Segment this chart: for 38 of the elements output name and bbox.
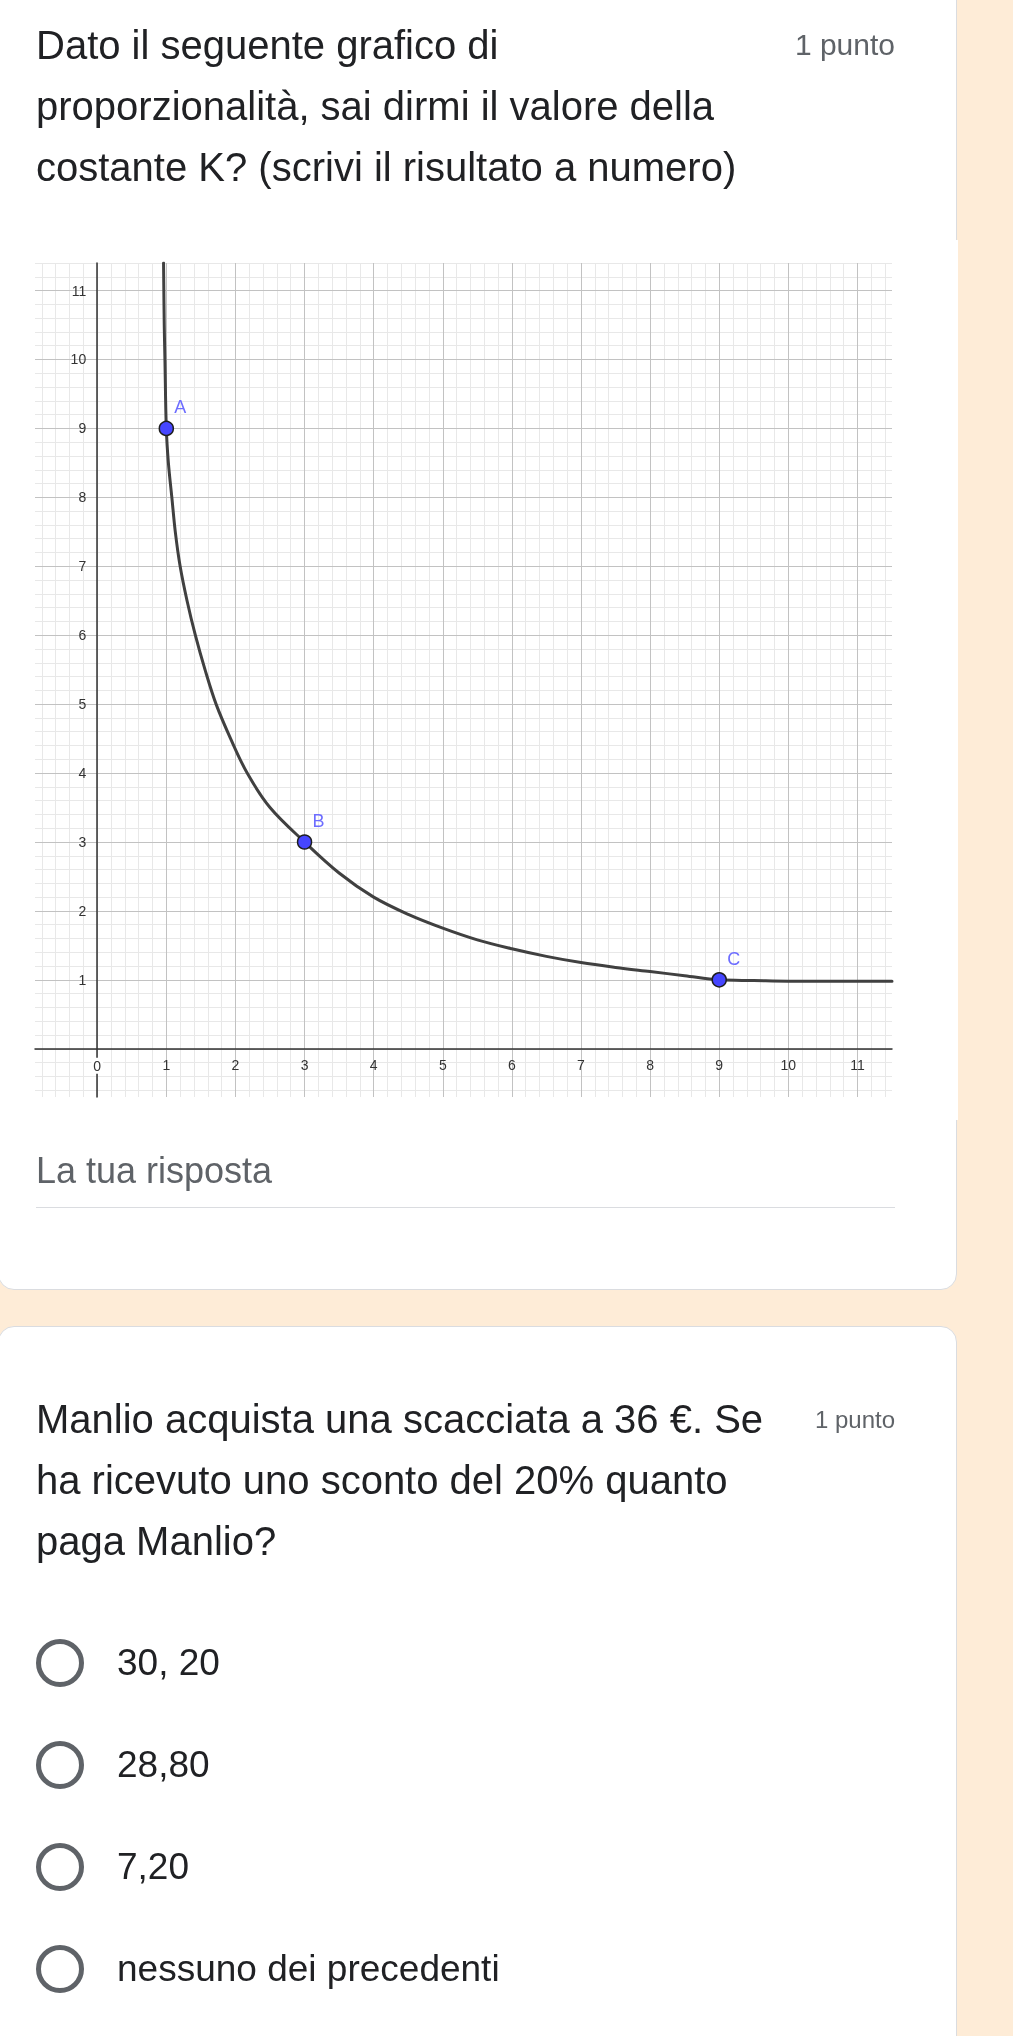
text: 1 punto — [793, 28, 895, 62]
text: 7,20 — [117, 1845, 190, 1889]
chart-title: Dato il seguente grafico di proporzionalità, sai dirmi il valore della costante K? (scrivi il risultato a numero) — [36, 22, 738, 191]
text: 1 punto — [813, 1406, 895, 1434]
text-input: La tua risposta — [36, 1146, 895, 1208]
text: Manlio acquista una scacciata a 36 €. Se ha ricevuto uno sconto del 20% quanto paga Manlio? — [36, 1396, 765, 1565]
y-tick-label: 3 — [78, 833, 87, 850]
x-tick-label: 7 — [577, 1056, 586, 1073]
text: 28,80 — [117, 1743, 210, 1787]
x-tick-label: 1 — [162, 1056, 171, 1073]
text: 30, 20 — [117, 1641, 220, 1685]
x-tick-label: 11 — [850, 1056, 865, 1073]
x-tick-label: 5 — [438, 1056, 447, 1073]
point — [711, 972, 727, 988]
annotation: A — [174, 397, 187, 418]
y-tick-label: 9 — [78, 420, 87, 437]
x-tick-label: 0 — [93, 1057, 102, 1074]
y-tick-label: 6 — [78, 627, 87, 644]
y-tick-label: 8 — [78, 489, 87, 506]
y-tick-label: 11 — [71, 282, 87, 299]
annotation: C — [727, 948, 741, 969]
y-tick-label: 7 — [78, 558, 87, 575]
x-tick-label: 2 — [231, 1056, 240, 1073]
x-tick-label: 8 — [646, 1056, 655, 1073]
y-tick-label: 10 — [70, 351, 87, 368]
x-tick-label: 4 — [369, 1056, 378, 1073]
text: nessuno dei precedenti — [117, 1947, 500, 1991]
y-tick-label: 5 — [78, 696, 87, 713]
x-tick-label: 6 — [507, 1056, 516, 1073]
point — [158, 420, 175, 437]
y-tick-label: 1 — [78, 971, 87, 988]
y-tick-label: 2 — [78, 902, 87, 919]
x-tick-label: 10 — [780, 1056, 797, 1073]
y-tick-label: 4 — [78, 765, 87, 782]
x-tick-label: 9 — [715, 1056, 724, 1073]
annotation: B — [312, 810, 325, 831]
point — [296, 834, 313, 850]
x-tick-label: 3 — [300, 1056, 309, 1073]
